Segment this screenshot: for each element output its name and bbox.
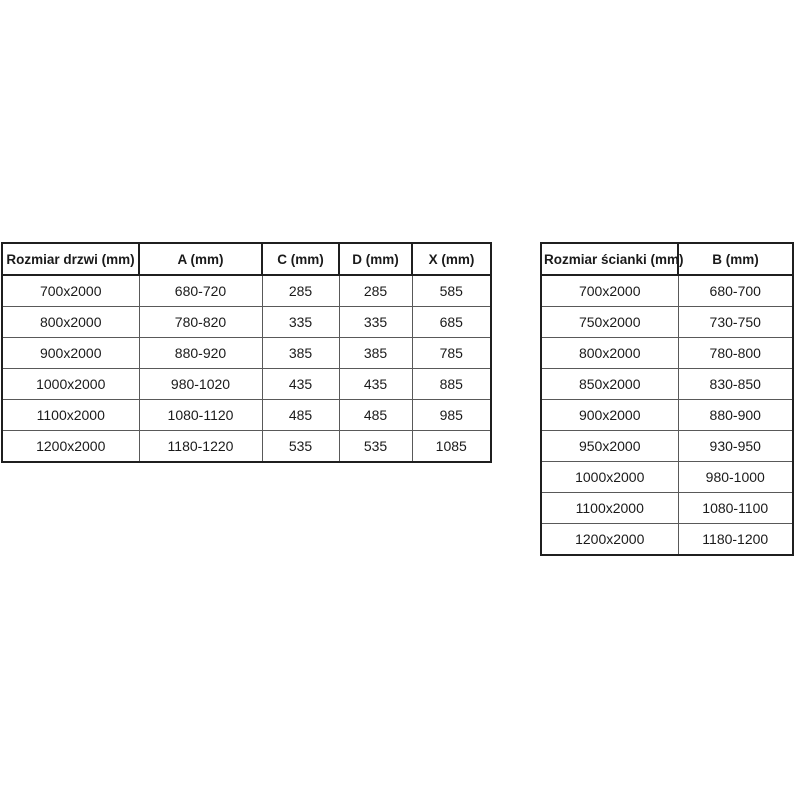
table-row: 1100x2000 1080-1120 485 485 985 [1, 399, 492, 431]
table-cell: 1080-1100 [677, 492, 794, 524]
table-cell: 980-1020 [138, 368, 263, 400]
table-row: 800x2000 780-800 [540, 337, 794, 369]
table-cell: 700x2000 [1, 274, 140, 307]
table-cell: 285 [261, 274, 340, 307]
table-cell: 1000x2000 [540, 461, 679, 493]
table-row: 1000x2000 980-1020 435 435 885 [1, 368, 492, 400]
table-cell: 680-700 [677, 274, 794, 307]
table-cell: 485 [338, 399, 413, 431]
table-cell: 885 [411, 368, 492, 400]
table-cell: 985 [411, 399, 492, 431]
table-cell: 785 [411, 337, 492, 369]
table-row: 1000x2000 980-1000 [540, 461, 794, 493]
table-row: 900x2000 880-920 385 385 785 [1, 337, 492, 369]
door-sizes-table: Rozmiar drzwi (mm) A (mm) C (mm) D (mm) … [1, 242, 492, 463]
wall-sizes-table: Rozmiar ścianki (mm) B (mm) 700x2000 680-… [540, 242, 794, 556]
table-cell: 685 [411, 306, 492, 338]
door-size-column-header: Rozmiar drzwi (mm) [1, 242, 140, 276]
table-cell: 880-920 [138, 337, 263, 369]
table-cell: 680-720 [138, 274, 263, 307]
wall-size-column-header: Rozmiar ścianki (mm) [540, 242, 684, 276]
table-row: 700x2000 680-700 [540, 274, 794, 307]
table-row: 800x2000 780-820 335 335 685 [1, 306, 492, 338]
table-cell: 1000x2000 [1, 368, 140, 400]
table-row: 1200x2000 1180-1220 535 535 1085 [1, 430, 492, 463]
table-cell: 1085 [411, 430, 492, 463]
table-row: 750x2000 730-750 [540, 306, 794, 338]
dimension-a-column-header: A (mm) [138, 242, 263, 276]
door-sizes-table-body: 700x2000 680-720 285 285 585 800x2000 780-820 3… [1, 274, 492, 463]
table-row: 850x2000 830-850 [540, 368, 794, 400]
table-cell: 335 [338, 306, 413, 338]
table-cell: 535 [261, 430, 340, 463]
table-cell: 435 [261, 368, 340, 400]
table-row: 950x2000 930-950 [540, 430, 794, 462]
table-cell: 1200x2000 [540, 523, 679, 556]
table-cell: 385 [338, 337, 413, 369]
dimension-d-column-header: D (mm) [338, 242, 413, 276]
table-cell: 750x2000 [540, 306, 679, 338]
dimension-c-column-header: C (mm) [261, 242, 340, 276]
dimension-x-column-header: X (mm) [411, 242, 492, 276]
table-cell: 930-950 [677, 430, 794, 462]
table-cell: 1100x2000 [540, 492, 679, 524]
table-cell: 980-1000 [677, 461, 794, 493]
table-cell: 950x2000 [540, 430, 679, 462]
table-row: 1200x2000 1180-1200 [540, 523, 794, 556]
table-cell: 900x2000 [540, 399, 679, 431]
table-cell: 850x2000 [540, 368, 679, 400]
table-cell: 335 [261, 306, 340, 338]
header-row: Rozmiar ścianki (mm) B (mm) [540, 242, 794, 276]
table-cell: 730-750 [677, 306, 794, 338]
table-cell: 780-800 [677, 337, 794, 369]
table-cell: 800x2000 [540, 337, 679, 369]
door-sizes-table-header: Rozmiar drzwi (mm) A (mm) C (mm) D (mm) … [1, 242, 492, 276]
table-cell: 535 [338, 430, 413, 463]
table-cell: 900x2000 [1, 337, 140, 369]
table-cell: 285 [338, 274, 413, 307]
table-cell: 880-900 [677, 399, 794, 431]
table-cell: 780-820 [138, 306, 263, 338]
table-row: 1100x2000 1080-1100 [540, 492, 794, 524]
table-cell: 1180-1200 [677, 523, 794, 556]
table-cell: 585 [411, 274, 492, 307]
table-cell: 700x2000 [540, 274, 679, 307]
table-row: 700x2000 680-720 285 285 585 [1, 274, 492, 307]
wall-sizes-table-body: 700x2000 680-700 750x2000 730-750 800x2000 78… [540, 274, 794, 556]
table-row: 900x2000 880-900 [540, 399, 794, 431]
table-cell: 1100x2000 [1, 399, 140, 431]
table-cell: 830-850 [677, 368, 794, 400]
header-row: Rozmiar drzwi (mm) A (mm) C (mm) D (mm) … [1, 242, 492, 276]
table-cell: 1080-1120 [138, 399, 263, 431]
dimension-b-column-header: B (mm) [677, 242, 794, 276]
table-cell: 385 [261, 337, 340, 369]
table-cell: 485 [261, 399, 340, 431]
table-cell: 435 [338, 368, 413, 400]
table-cell: 800x2000 [1, 306, 140, 338]
table-cell: 1200x2000 [1, 430, 140, 463]
table-cell: 1180-1220 [138, 430, 263, 463]
wall-sizes-table-header: Rozmiar ścianki (mm) B (mm) [540, 242, 794, 276]
